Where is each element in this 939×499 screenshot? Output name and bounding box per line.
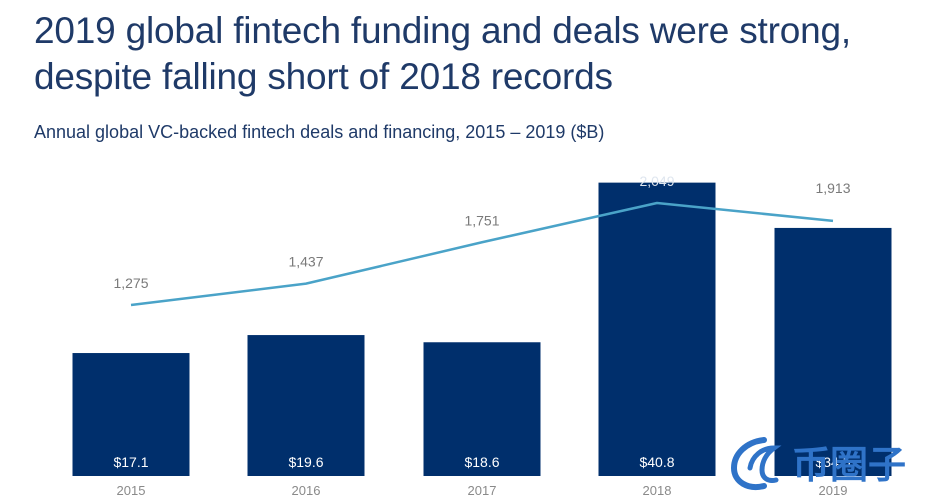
bar-value-label: $34.5 [815,454,850,470]
bar-2016 [247,335,365,476]
bar-series: $17.1 $19.6 $18.6 $40.8 $34.5 [72,182,892,476]
bar-value-label: $40.8 [639,454,674,470]
deal-count-label: 2,049 [639,173,674,189]
deal-count-label: 1,437 [288,254,323,270]
watermark-logo-icon: 币圈子 [730,437,906,490]
x-tick-label: 2019 [819,483,848,498]
deals-line [130,201,834,307]
x-tick-label: 2017 [468,483,497,498]
bar-2018 [598,182,716,476]
bar-value-label: $18.6 [464,454,499,470]
deal-count-label: 1,751 [464,212,499,228]
bar-2019 [774,227,892,476]
bar-value-label: $19.6 [288,454,323,470]
x-tick-label: 2016 [292,483,321,498]
bar-value-label: $17.1 [113,454,148,470]
deal-count-label: 1,275 [113,275,148,291]
x-axis: 2015 2016 2017 2018 2019 [117,483,848,498]
chart-title: 2019 global fintech funding and deals we… [34,10,851,97]
x-tick-label: 2018 [643,483,672,498]
bar-2017 [423,342,541,476]
x-tick-label: 2015 [117,483,146,498]
bar-2015 [72,353,190,476]
chart-subtitle: Annual global VC-backed fintech deals an… [34,122,605,142]
watermark-text: 币圈子 [792,443,906,487]
line-series: 1,275 1,437 1,751 2,049 1,913 [113,173,851,307]
deal-count-label: 1,913 [815,180,850,196]
